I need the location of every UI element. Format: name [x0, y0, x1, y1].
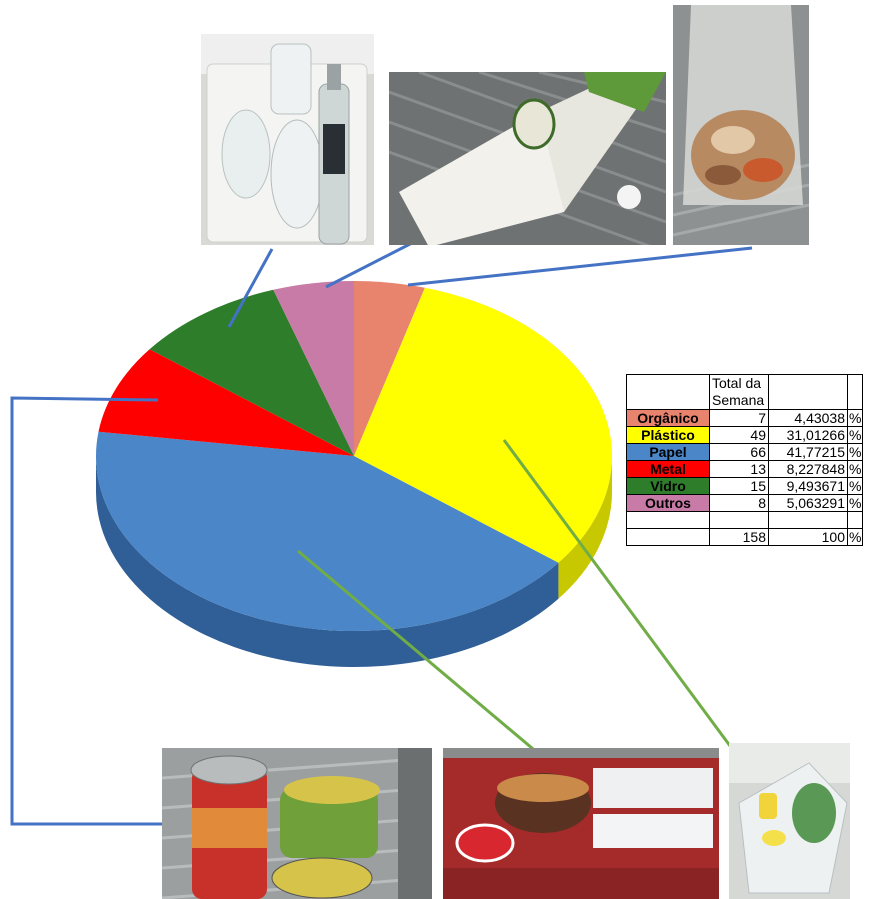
table-category: Metal [626, 460, 710, 478]
connector-lines [10, 241, 772, 826]
slice-vidro [149, 289, 354, 456]
table-header-total: Total da Semana [709, 374, 769, 410]
table-total-unit: % [846, 528, 864, 546]
pie-sides [95, 456, 612, 667]
table-total-row: 158 100 % [626, 528, 864, 546]
table-value: 49 [709, 426, 769, 444]
table-value: 8 [709, 494, 769, 512]
table-category: Orgânico [626, 409, 710, 427]
table-unit: % [846, 443, 864, 461]
slice-plastico [354, 287, 612, 563]
table-total: 158 [709, 528, 769, 546]
photo-metal-cans [162, 748, 432, 899]
connector-organico [407, 246, 753, 287]
table-value: 7 [709, 409, 769, 427]
photo-paper-boxes [443, 748, 719, 899]
slice-outros [273, 281, 354, 456]
table-row-plastico: Plástico 49 31,01266% [626, 426, 864, 444]
table-percentage: 31,01266 [768, 426, 848, 444]
table-unit: % [846, 460, 864, 478]
slice-papel-side [95, 456, 559, 667]
table-value: 66 [709, 443, 769, 461]
slice-papel [95, 431, 559, 631]
table-unit: % [846, 426, 864, 444]
table-category: Papel [626, 443, 710, 461]
table-percentage: 8,227848 [768, 460, 848, 478]
table-category: Outros [626, 494, 710, 512]
table-row-outros: Outros 8 5,063291% [626, 494, 864, 512]
connector-plastico-carton [325, 241, 413, 289]
table-row-organico: Orgânico 7 4,43038% [626, 409, 864, 427]
table-percentage: 4,43038 [768, 409, 848, 427]
table-percentage: 41,77215 [768, 443, 848, 461]
table-row-papel: Papel 66 41,77215% [626, 443, 864, 461]
table-empty-row [626, 511, 864, 529]
table-value: 15 [709, 477, 769, 495]
data-table: Total da Semana Orgânico 7 4,43038% Plástic… [626, 374, 864, 546]
connector-plastico-items [502, 439, 772, 801]
table-row-vidro: Vidro 15 9,493671% [626, 477, 864, 495]
table-header-row: Total da Semana [626, 374, 864, 410]
photo-plastic-items [729, 743, 850, 899]
connector-vidro [227, 248, 274, 328]
connector-papel [297, 549, 559, 772]
table-value: 13 [709, 460, 769, 478]
table-unit: % [846, 409, 864, 427]
table-row-metal: Metal 13 8,227848% [626, 460, 864, 478]
table-category: Plástico [626, 426, 710, 444]
slice-organico [354, 281, 425, 456]
table-total-pct: 100 [768, 528, 848, 546]
table-unit: % [846, 477, 864, 495]
photo-organic-bag [673, 5, 809, 245]
connector-metal [10, 396, 172, 826]
photo-glass-jars [201, 34, 374, 245]
table-category: Vidro [626, 477, 710, 495]
table-percentage: 5,063291 [768, 494, 848, 512]
slice-plastico-side [558, 456, 612, 599]
table-unit: % [846, 494, 864, 512]
pie-top [95, 281, 612, 631]
table-percentage: 9,493671 [768, 477, 848, 495]
slice-metal [98, 349, 354, 456]
photo-milk-carton [389, 72, 666, 245]
